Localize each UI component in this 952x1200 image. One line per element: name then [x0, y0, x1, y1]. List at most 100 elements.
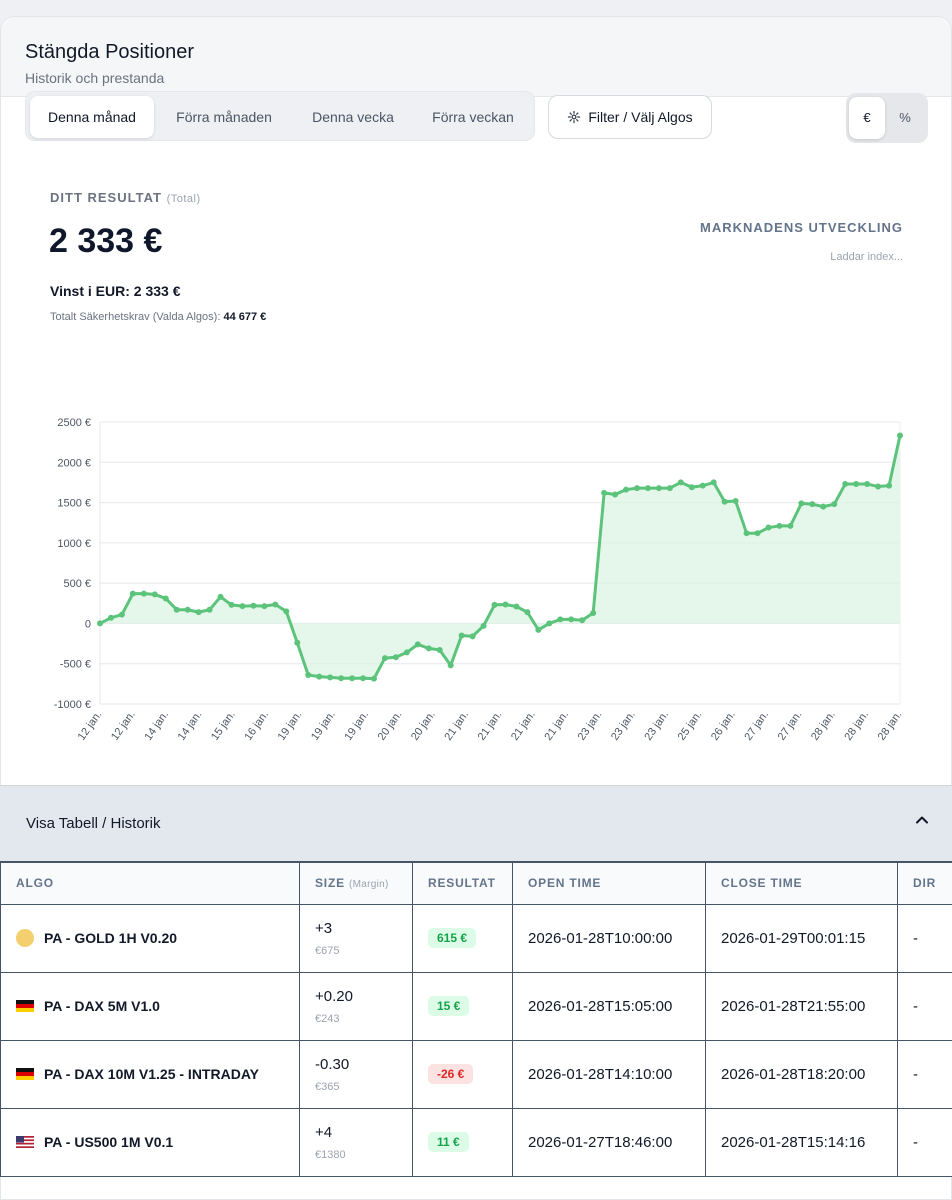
data-point: [612, 491, 619, 498]
period-last-week[interactable]: Förra veckan: [432, 109, 514, 125]
filter-algos-button[interactable]: Filter / Välj Algos: [548, 95, 712, 139]
close-time-cell: 2026-01-29T00:01:15: [705, 903, 898, 973]
x-tick-label: 14 jan.: [142, 709, 171, 743]
table-row[interactable]: PA - US500 1M V0.1 +4 €1380 11 € 2026-01-…: [0, 1107, 952, 1177]
data-point: [655, 485, 662, 492]
col-size[interactable]: SIZE (Margin): [299, 861, 413, 905]
data-point: [316, 673, 323, 680]
result-badge: 615 €: [428, 928, 477, 948]
table-toggle-bar[interactable]: Visa Tabell / Historik: [0, 785, 952, 861]
margin-value: 44 677 €: [223, 311, 267, 323]
data-point: [414, 641, 421, 648]
col-result[interactable]: RESULTAT: [412, 861, 513, 905]
x-tick-label: 21 jan.: [476, 709, 505, 743]
profit-label: Vinst i EUR:: [50, 283, 130, 299]
profit-line: Vinst i EUR: 2 333 €: [50, 283, 180, 299]
germany-flag-icon: [16, 1068, 34, 1080]
col-algo[interactable]: ALGO: [0, 861, 300, 905]
data-point: [831, 501, 838, 508]
data-point: [732, 497, 739, 504]
table-row[interactable]: PA - DAX 10M V1.25 - INTRADAY -0.30 €365 …: [0, 1039, 952, 1109]
result-badge: 15 €: [428, 996, 470, 1016]
period-this-week[interactable]: Denna vecka: [312, 109, 394, 125]
table-row[interactable]: PA - GOLD 1H V0.20 +3 €675 615 € 2026-01-…: [0, 903, 952, 973]
card-header: Stängda Positioner Historik och prestand…: [1, 17, 951, 97]
x-tick-label: 12 jan.: [109, 709, 138, 743]
data-point: [601, 489, 608, 496]
data-point: [97, 620, 103, 627]
x-tick-label: 27 jan.: [776, 709, 805, 743]
col-open-time[interactable]: OPEN TIME: [512, 861, 706, 905]
x-tick-label: 23 jan.: [642, 709, 671, 743]
dir-cell: -: [897, 903, 952, 973]
result-heading: DITT RESULTAT (Total): [50, 190, 201, 205]
us-flag-icon: [16, 1136, 34, 1148]
x-tick-label: 12 jan.: [76, 709, 105, 743]
margin-value: €243: [315, 1012, 340, 1025]
data-point: [327, 674, 334, 681]
x-tick-label: 23 jan.: [576, 709, 605, 743]
data-point: [140, 590, 147, 597]
close-time-cell: 2026-01-28T15:14:16: [705, 1107, 898, 1177]
data-point: [294, 639, 301, 646]
total-result: 2 333 €: [49, 222, 163, 260]
data-point: [535, 626, 542, 633]
x-tick-label: 28 jan.: [809, 709, 838, 743]
size-value: +0.20: [315, 987, 353, 1005]
algo-cell: PA - DAX 5M V1.0: [0, 971, 300, 1041]
unit-toggle: € %: [846, 93, 928, 143]
data-point: [820, 503, 827, 510]
data-point: [392, 654, 399, 661]
chevron-up-icon[interactable]: [912, 810, 932, 830]
market-label: MARKNADENS UTVECKLING: [700, 220, 903, 235]
unit-eur-button[interactable]: €: [849, 97, 885, 139]
size-cell: -0.30 €365: [299, 1039, 413, 1109]
period-this-month[interactable]: Denna månad: [30, 96, 154, 138]
data-point: [447, 662, 454, 669]
data-point: [360, 675, 367, 682]
data-point: [798, 500, 805, 507]
gold-icon: [16, 929, 34, 947]
result-cell: 11 €: [412, 1107, 513, 1177]
x-tick-label: 28 jan.: [842, 709, 871, 743]
result-cell: 615 €: [412, 903, 513, 973]
data-point: [590, 609, 597, 616]
data-point: [623, 486, 630, 493]
data-point: [513, 603, 520, 610]
margin-line: Totalt Säkerhetskrav (Valda Algos): 44 6…: [50, 311, 266, 323]
algo-cell: PA - US500 1M V0.1: [0, 1107, 300, 1177]
data-point: [162, 595, 169, 602]
x-tick-label: 23 jan.: [609, 709, 638, 743]
dir-cell: -: [897, 971, 952, 1041]
table-toggle-label: Visa Tabell / Historik: [26, 815, 161, 832]
data-point: [425, 645, 432, 652]
table-row[interactable]: PA - DAX 5M V1.0 +0.20 €243 15 € 2026-01-…: [0, 971, 952, 1041]
col-close-time[interactable]: CLOSE TIME: [705, 861, 898, 905]
data-point: [305, 671, 312, 678]
x-tick-label: 14 jan.: [176, 709, 205, 743]
data-point: [524, 609, 531, 616]
x-tick-label: 19 jan.: [342, 709, 371, 743]
size-cell: +4 €1380: [299, 1107, 413, 1177]
margin-label: Totalt Säkerhetskrav (Valda Algos):: [50, 311, 221, 323]
data-point: [370, 675, 377, 682]
unit-percent-button[interactable]: %: [899, 110, 911, 125]
data-point: [721, 498, 728, 505]
period-last-month[interactable]: Förra månaden: [176, 109, 272, 125]
y-tick-label: 2000 €: [57, 457, 91, 469]
filter-label: Filter / Välj Algos: [588, 109, 693, 125]
data-point: [886, 482, 893, 489]
data-point: [666, 485, 673, 492]
size-cell: +3 €675: [299, 903, 413, 973]
x-tick-label: 21 jan.: [542, 709, 571, 743]
col-dir[interactable]: DIR: [897, 861, 952, 905]
data-point: [853, 481, 860, 488]
data-point: [864, 481, 871, 488]
data-point: [688, 484, 695, 491]
col-size-label: SIZE: [315, 876, 345, 891]
data-point: [743, 530, 750, 537]
y-tick-label: -1000 €: [54, 699, 91, 711]
result-label-note: (Total): [166, 193, 201, 205]
data-point: [491, 601, 498, 608]
algo-name: PA - GOLD 1H V0.20: [44, 930, 178, 946]
